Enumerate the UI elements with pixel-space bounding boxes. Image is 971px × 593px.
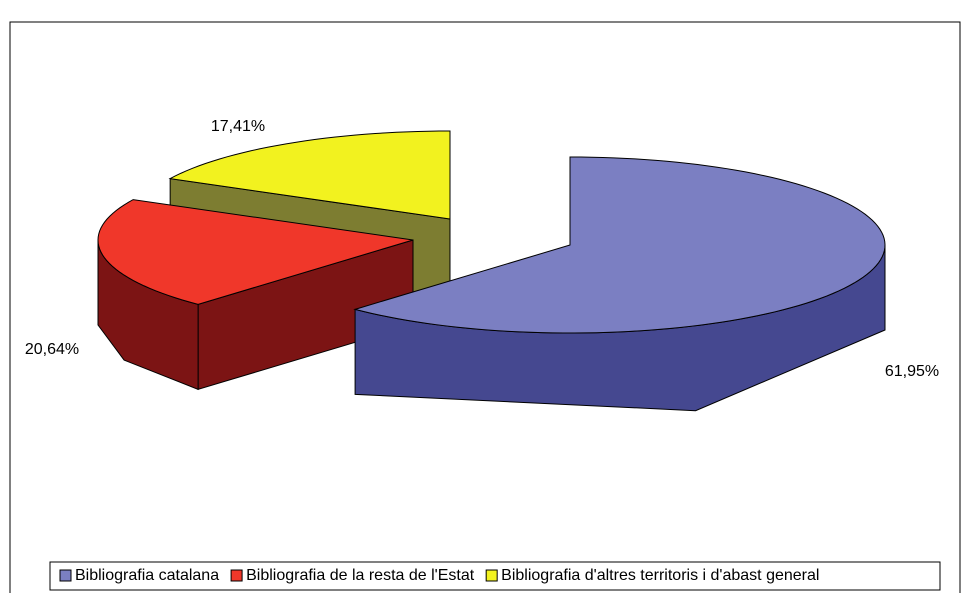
legend-swatch bbox=[230, 569, 243, 582]
legend-swatch bbox=[59, 569, 72, 582]
legend-label: Bibliografia catalana bbox=[75, 567, 219, 584]
data-label: 61,95% bbox=[885, 363, 939, 380]
pie-slice bbox=[353, 156, 886, 334]
legend-label: Bibliografia de la resta de l'Estat bbox=[246, 567, 475, 584]
legend-label: Bibliografia d'altres territoris i d'aba… bbox=[501, 567, 819, 584]
pie-slice bbox=[168, 130, 451, 220]
data-label: 20,64% bbox=[25, 341, 79, 358]
legend-swatch bbox=[485, 569, 498, 582]
data-label: 17,41% bbox=[211, 118, 265, 135]
pie-slice bbox=[97, 199, 414, 305]
